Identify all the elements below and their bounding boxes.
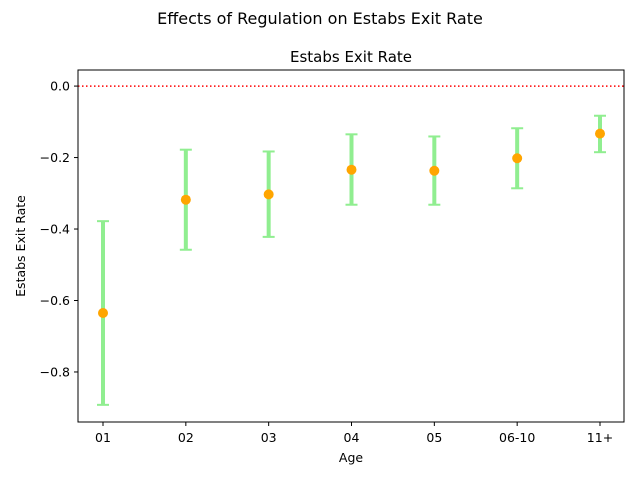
x-tick-label: 06-10 bbox=[499, 430, 535, 445]
y-tick-label: −0.8 bbox=[40, 364, 70, 379]
y-axis-label: Estabs Exit Rate bbox=[13, 195, 28, 297]
y-tick-label: −0.2 bbox=[40, 150, 70, 165]
data-point bbox=[512, 153, 523, 164]
x-tick-label: 02 bbox=[178, 430, 194, 445]
data-point bbox=[180, 194, 191, 205]
axes-frame bbox=[77, 69, 625, 423]
data-point bbox=[595, 128, 605, 139]
plot-area: 0.0 −0.2 −0.4 −0.6 −0.8 01 02 03 04 05 06-10 11+ bbox=[40, 79, 624, 445]
data-point bbox=[263, 189, 274, 200]
chart-suptitle: Effects of Regulation on Estabs Exit Rat… bbox=[157, 9, 483, 28]
data-point bbox=[98, 308, 108, 319]
y-tick-label: −0.4 bbox=[40, 222, 70, 237]
x-tick-label: 01 bbox=[95, 430, 111, 445]
chart-title: Estabs Exit Rate bbox=[290, 48, 412, 66]
data-point bbox=[346, 164, 357, 175]
x-tick-label: 04 bbox=[344, 430, 360, 445]
y-tick-label: 0.0 bbox=[50, 79, 70, 94]
x-tick-label: 11+ bbox=[587, 430, 613, 445]
x-tick-label: 05 bbox=[426, 430, 442, 445]
x-tick-label: 03 bbox=[261, 430, 277, 445]
data-point bbox=[429, 165, 440, 176]
y-tick-label: −0.6 bbox=[40, 293, 70, 308]
x-axis-label: Age bbox=[339, 450, 363, 465]
